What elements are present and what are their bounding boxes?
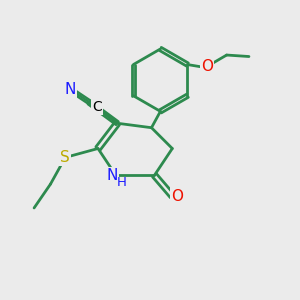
Text: S: S (60, 150, 70, 165)
Text: O: O (171, 189, 183, 204)
Text: C: C (92, 100, 102, 114)
Text: N: N (106, 168, 118, 183)
Text: O: O (201, 58, 213, 74)
Text: H: H (117, 176, 127, 189)
Text: N: N (64, 82, 75, 97)
